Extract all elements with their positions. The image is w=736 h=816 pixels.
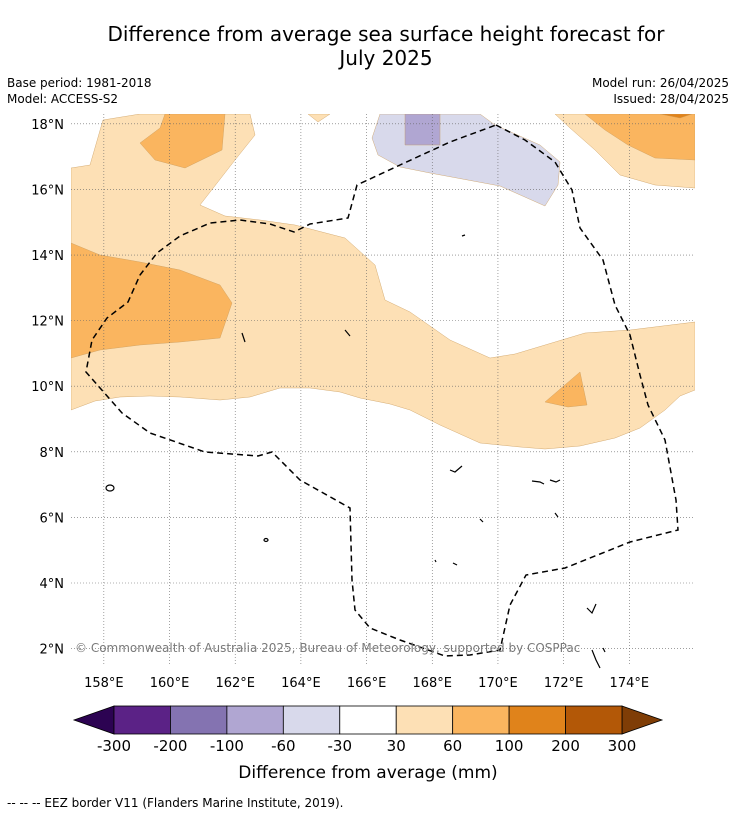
- island: [449, 465, 463, 473]
- longitude-tick-label: 168°E: [412, 676, 452, 691]
- colorbar-extend-high: [621, 705, 664, 735]
- islands: [105, 234, 606, 669]
- island: [602, 647, 606, 653]
- colorbar-tick-label: 300: [608, 737, 637, 755]
- colorbar-tick-label: -30: [328, 737, 353, 755]
- island: [263, 537, 269, 543]
- colorbar-tick-label: 60: [443, 737, 462, 755]
- colorbar-segment: [565, 705, 623, 735]
- latitude-tick-label: 12°N: [31, 315, 64, 330]
- island: [531, 480, 545, 485]
- colorbar-segment: [452, 705, 510, 735]
- island: [461, 234, 466, 237]
- latitude-tick-label: 10°N: [31, 380, 64, 395]
- colorbar-segment: [113, 705, 171, 735]
- colorbar-tick-label: -300: [97, 737, 131, 755]
- latitude-tick-label: 6°N: [40, 511, 65, 526]
- island: [586, 603, 597, 615]
- negative-30-60-region: [371, 114, 561, 207]
- colorbar-tick-label: 200: [551, 737, 580, 755]
- colorbar-segment: [282, 705, 341, 735]
- island: [344, 329, 351, 337]
- colorbar-tick-label: 30: [387, 737, 406, 755]
- positive-60-100-region-small: [544, 371, 588, 408]
- issued-date: Issued: 28/04/2025: [613, 92, 729, 106]
- island: [554, 512, 559, 518]
- island: [591, 649, 601, 669]
- map-area: [71, 114, 695, 450]
- longitude-tick-label: 164°E: [281, 676, 321, 691]
- positive-30-60-region-main: [71, 114, 695, 450]
- colorbar-tick-label: -60: [271, 737, 296, 755]
- positive-100-200-region: [659, 114, 693, 119]
- longitude-tick-label: 162°E: [215, 676, 255, 691]
- colorbar-segment: [395, 705, 454, 735]
- latitude-tick-label: 4°N: [40, 577, 65, 592]
- longitude-tick-label: 166°E: [347, 676, 387, 691]
- eez-border: [85, 124, 679, 657]
- island: [452, 562, 458, 566]
- island: [434, 559, 437, 563]
- colorbar-segment: [508, 705, 566, 735]
- colorbar-tick-label: -100: [210, 737, 244, 755]
- island: [105, 484, 115, 492]
- colorbar-segment: [339, 705, 397, 735]
- meta-right: Model run: 26/04/2025 Issued: 28/04/2025: [592, 75, 729, 107]
- base-period: Base period: 1981-2018: [7, 76, 152, 90]
- colorbar-tick-label: 100: [495, 737, 524, 755]
- positive-60-100-region-northeast: [584, 114, 695, 161]
- latitude-tick-label: 18°N: [31, 118, 64, 133]
- colorbar-segment: [170, 705, 228, 735]
- title-line-2: July 2025: [339, 46, 433, 70]
- meta-left: Base period: 1981-2018 Model: ACCESS-S2: [7, 75, 152, 107]
- latitude-tick-label: 8°N: [40, 446, 65, 461]
- model-run: Model run: 26/04/2025: [591, 76, 729, 90]
- colorbar-label: Difference from average (mm): [238, 763, 497, 783]
- model-name: Model: ACCESS-S2: [7, 92, 119, 106]
- longitude-labels: 158°E 160°E 162°E 164°E 166°E 168°E 170°E 172°E…: [84, 676, 649, 691]
- longitude-tick-label: 174°E: [610, 676, 650, 691]
- island: [479, 518, 484, 523]
- latitude-tick-label: 14°N: [31, 249, 64, 264]
- positive-60-100-region-west: [71, 242, 233, 359]
- island: [549, 479, 561, 483]
- longitude-tick-label: 170°E: [478, 676, 518, 691]
- island: [241, 332, 246, 343]
- colorbar-segment: [226, 705, 284, 735]
- positive-60-100-region-north: [139, 114, 226, 169]
- positive-30-60-region-top-center: [307, 114, 331, 123]
- colorbar-extend-low: [72, 705, 115, 735]
- colorbar-tick-label: -200: [153, 737, 187, 755]
- title-line-1: Difference from average sea surface heig…: [107, 22, 665, 46]
- latitude-labels: 2°N 4°N 6°N 8°N 10°N 12°N 14°N 16°N 18°N: [31, 118, 64, 658]
- longitude-tick-label: 158°E: [84, 676, 124, 691]
- gridlines: [71, 114, 695, 665]
- copyright-text: © Commonwealth of Australia 2025, Bureau…: [75, 641, 580, 655]
- chart-title: Difference from average sea surface heig…: [60, 22, 712, 70]
- longitude-tick-label: 160°E: [150, 676, 190, 691]
- latitude-tick-label: 16°N: [31, 183, 64, 198]
- longitude-tick-label: 172°E: [544, 676, 584, 691]
- eez-border-legend: -- -- -- EEZ border V11 (Flanders Marine…: [7, 796, 344, 810]
- colorbar: -300 -200 -100 -60 -30 30 60 100 200 300: [72, 705, 664, 755]
- negative-60-100-region: [404, 114, 441, 146]
- latitude-tick-label: 2°N: [40, 643, 65, 658]
